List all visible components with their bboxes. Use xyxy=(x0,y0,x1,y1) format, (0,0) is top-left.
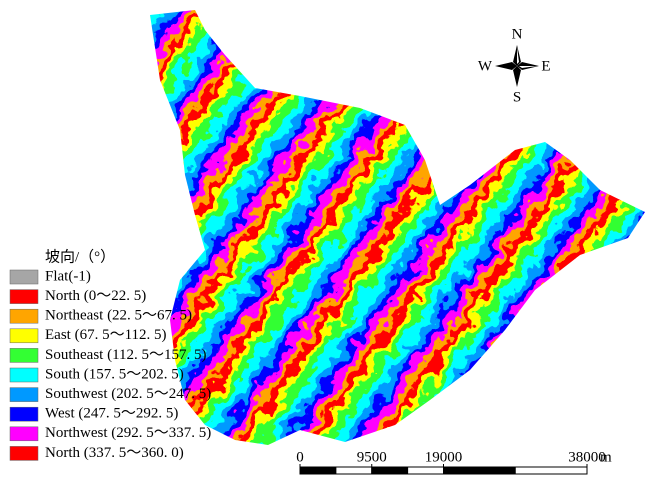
scale-segment xyxy=(444,467,516,474)
compass: N S E W xyxy=(478,26,551,105)
legend-swatch xyxy=(10,309,38,323)
legend-label: East (67. 5～112. 5) xyxy=(45,327,167,343)
legend-swatch xyxy=(10,329,38,343)
compass-north: N xyxy=(512,26,523,42)
scale-label: 19000 xyxy=(425,449,463,465)
legend-title: 坡向/（°） xyxy=(45,248,115,265)
legend-swatch xyxy=(10,348,38,362)
compass-east: E xyxy=(541,58,550,74)
legend-label: North (0～22. 5) xyxy=(45,288,146,304)
compass-south: S xyxy=(513,89,521,105)
legend-swatch xyxy=(10,407,38,421)
compass-west: W xyxy=(478,58,493,74)
legend-swatch xyxy=(10,270,38,284)
legend-label: West (247. 5～292. 5) xyxy=(45,406,178,422)
legend-label: Northwest (292. 5～337. 5) xyxy=(45,425,211,441)
scale-segment xyxy=(336,467,372,474)
legend-label: Southeast (112. 5～157. 5) xyxy=(45,347,207,363)
scale-label: 9500 xyxy=(357,449,387,465)
scale-segment xyxy=(372,467,408,474)
legend-label: Southwest (202. 5～247. 5) xyxy=(45,386,211,402)
legend-swatch xyxy=(10,368,38,382)
legend-label: Northeast (22. 5～67. 5) xyxy=(45,308,192,324)
scale-segment xyxy=(408,467,444,474)
legend-swatch xyxy=(10,427,38,441)
aspect-map-figure: N S E W 坡向/（°） Flat(-1) North (0～22. 5) No… xyxy=(0,0,657,479)
legend-swatch xyxy=(10,290,38,304)
scale-segment xyxy=(300,467,336,474)
scale-segment xyxy=(515,467,587,474)
legend-label: North (337. 5～360. 0) xyxy=(45,445,184,461)
legend-swatch xyxy=(10,446,38,460)
legend-label: Flat(-1) xyxy=(45,268,91,284)
legend-label: South (157. 5～202. 5) xyxy=(45,366,184,382)
scale-label: 0 xyxy=(296,449,304,465)
scale-unit: m xyxy=(600,449,612,465)
legend-swatch xyxy=(10,388,38,402)
